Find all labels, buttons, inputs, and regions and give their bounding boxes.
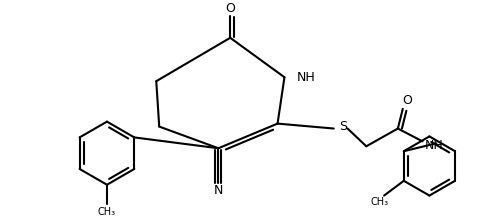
- Text: NH: NH: [296, 71, 315, 84]
- Text: CH₃: CH₃: [98, 207, 116, 217]
- Text: O: O: [225, 2, 235, 15]
- Text: NH: NH: [425, 139, 443, 152]
- Text: CH₃: CH₃: [370, 198, 388, 208]
- Text: N: N: [214, 184, 223, 197]
- Text: O: O: [402, 94, 412, 107]
- Text: S: S: [338, 120, 347, 133]
